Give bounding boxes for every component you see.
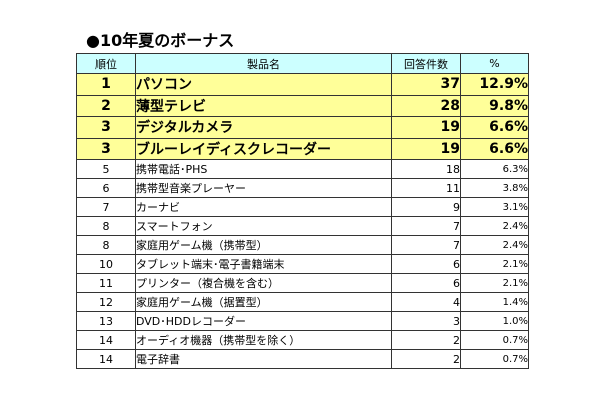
product-cell: パソコン (135, 73, 392, 96)
count-cell: 28 (391, 94, 461, 117)
table-row-highlighted: 3 ブルーレイディスクレコーダー 19 6.6% (76, 137, 529, 160)
table-row-highlighted: 1 パソコン 37 12.9% (76, 73, 529, 96)
count-cell: 7 (391, 216, 461, 236)
product-cell: カーナビ (135, 197, 392, 217)
percent-cell: 2.1% (460, 273, 529, 293)
table-row: 6 携帯型音楽プレーヤー 11 3.8% (76, 178, 529, 198)
table-row: 13 DVD･HDDレコーダー 3 1.0% (76, 311, 529, 331)
table-row: 12 家庭用ゲーム機（据置型） 4 1.4% (76, 292, 529, 312)
product-cell: オーディオ機器（携帯型を除く） (135, 330, 392, 350)
rank-cell: 8 (76, 235, 136, 255)
product-cell: 電子辞書 (135, 349, 392, 369)
table-header-row: 順位 製品名 回答件数 % (76, 53, 529, 74)
product-cell: プリンター（複合機を含む） (135, 273, 392, 293)
table-row: 8 スマートフォン 7 2.4% (76, 216, 529, 236)
rank-cell: 1 (76, 73, 136, 96)
rank-cell: 2 (76, 94, 136, 117)
count-cell: 19 (391, 116, 461, 139)
rank-cell: 13 (76, 311, 136, 331)
rank-cell: 11 (76, 273, 136, 293)
percent-cell: 6.6% (460, 116, 529, 139)
table-row: 11 プリンター（複合機を含む） 6 2.1% (76, 273, 529, 293)
product-cell: ブルーレイディスクレコーダー (135, 137, 392, 160)
count-cell: 6 (391, 273, 461, 293)
rank-cell: 3 (76, 116, 136, 139)
rank-cell: 14 (76, 330, 136, 350)
count-cell: 7 (391, 235, 461, 255)
header-percent: % (460, 53, 529, 74)
product-cell: スマートフォン (135, 216, 392, 236)
count-cell: 2 (391, 330, 461, 350)
product-cell: 家庭用ゲーム機（携帯型） (135, 235, 392, 255)
percent-cell: 3.8% (460, 178, 529, 198)
product-cell: 薄型テレビ (135, 94, 392, 117)
rank-cell: 12 (76, 292, 136, 312)
count-cell: 2 (391, 349, 461, 369)
percent-cell: 12.9% (460, 73, 529, 96)
count-cell: 4 (391, 292, 461, 312)
percent-cell: 2.4% (460, 235, 529, 255)
percent-cell: 3.1% (460, 197, 529, 217)
percent-cell: 0.7% (460, 349, 529, 369)
table-row-highlighted: 2 薄型テレビ 28 9.8% (76, 94, 529, 117)
percent-cell: 0.7% (460, 330, 529, 350)
table-row: 14 オーディオ機器（携帯型を除く） 2 0.7% (76, 330, 529, 350)
table-row: 5 携帯電話･PHS 18 6.3% (76, 159, 529, 179)
table-row: 10 タブレット端末･電子書籍端末 6 2.1% (76, 254, 529, 274)
count-cell: 19 (391, 137, 461, 160)
product-cell: タブレット端末･電子書籍端末 (135, 254, 392, 274)
percent-cell: 9.8% (460, 94, 529, 117)
percent-cell: 1.4% (460, 292, 529, 312)
table-row: 14 電子辞書 2 0.7% (76, 349, 529, 369)
count-cell: 37 (391, 73, 461, 96)
percent-cell: 2.1% (460, 254, 529, 274)
count-cell: 9 (391, 197, 461, 217)
rank-cell: 14 (76, 349, 136, 369)
product-cell: 携帯型音楽プレーヤー (135, 178, 392, 198)
rank-cell: 7 (76, 197, 136, 217)
page-title: ●10年夏のボーナス (86, 31, 235, 50)
table-row-highlighted: 3 デジタルカメラ 19 6.6% (76, 116, 529, 139)
header-product: 製品名 (135, 53, 392, 74)
percent-cell: 6.6% (460, 137, 529, 160)
count-cell: 3 (391, 311, 461, 331)
table-row: 7 カーナビ 9 3.1% (76, 197, 529, 217)
count-cell: 11 (391, 178, 461, 198)
rank-cell: 8 (76, 216, 136, 236)
table-row: 8 家庭用ゲーム機（携帯型） 7 2.4% (76, 235, 529, 255)
count-cell: 6 (391, 254, 461, 274)
percent-cell: 6.3% (460, 159, 529, 179)
header-rank: 順位 (76, 53, 136, 74)
percent-cell: 1.0% (460, 311, 529, 331)
rank-cell: 6 (76, 178, 136, 198)
rank-cell: 3 (76, 137, 136, 160)
product-cell: デジタルカメラ (135, 116, 392, 139)
count-cell: 18 (391, 159, 461, 179)
product-cell: 家庭用ゲーム機（据置型） (135, 292, 392, 312)
rank-cell: 5 (76, 159, 136, 179)
percent-cell: 2.4% (460, 216, 529, 236)
header-count: 回答件数 (391, 53, 461, 74)
ranking-table: 順位 製品名 回答件数 % 1 パソコン 37 12.9% 2 薄型テレビ 28… (76, 53, 529, 369)
product-cell: 携帯電話･PHS (135, 159, 392, 179)
rank-cell: 10 (76, 254, 136, 274)
product-cell: DVD･HDDレコーダー (135, 311, 392, 331)
